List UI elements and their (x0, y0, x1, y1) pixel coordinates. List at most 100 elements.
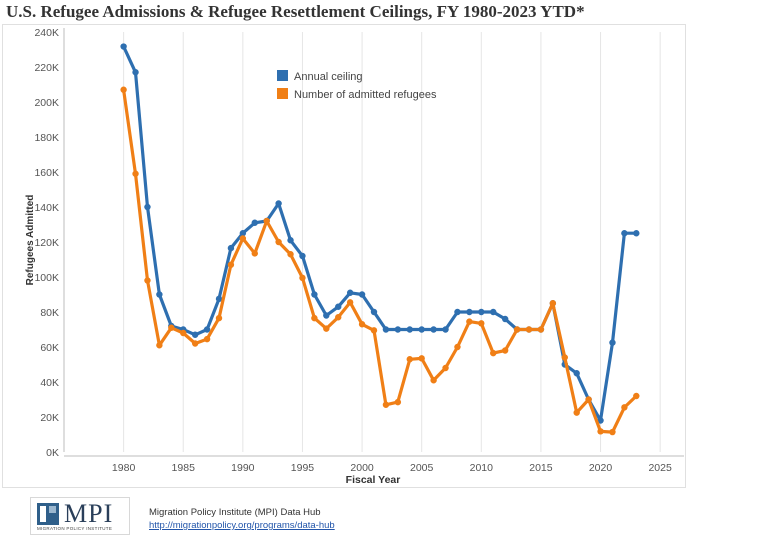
data-point (156, 342, 163, 349)
x-tick-label: 2020 (589, 462, 613, 474)
y-axis-title: Refugees Admitted (25, 195, 36, 286)
data-point (251, 250, 258, 257)
data-point (597, 417, 604, 424)
x-tick-label: 1990 (231, 462, 255, 474)
data-point (132, 170, 139, 177)
y-tick-label: 140K (34, 202, 59, 214)
x-axis-title: Fiscal Year (346, 474, 401, 486)
y-tick-label: 60K (40, 342, 59, 354)
y-tick-label: 20K (40, 412, 59, 424)
data-point (430, 326, 437, 333)
x-tick-label: 2010 (470, 462, 494, 474)
x-tick-label: 2025 (648, 462, 672, 474)
data-point (442, 364, 449, 372)
data-point (215, 295, 223, 303)
data-point (478, 320, 485, 327)
data-point (501, 347, 509, 354)
data-point (180, 329, 187, 337)
data-point (358, 291, 366, 298)
data-point (120, 86, 127, 93)
data-point (466, 308, 473, 316)
data-point (454, 308, 461, 316)
data-point (275, 238, 282, 246)
data-point (633, 392, 640, 400)
mpi-logo: MPI MIGRATION POLICY INSTITUTE (30, 497, 130, 535)
data-point (168, 324, 175, 331)
y-tick-label: 160K (34, 167, 59, 179)
data-point (287, 251, 294, 258)
data-point (191, 340, 199, 347)
data-point (597, 428, 604, 435)
data-point (156, 291, 163, 298)
data-point (573, 409, 580, 416)
data-point (239, 230, 247, 237)
data-point (418, 326, 425, 333)
data-point (120, 43, 127, 50)
y-tick-label: 180K (34, 132, 59, 144)
data-point (358, 321, 366, 328)
footer-source-name: Migration Policy Institute (MPI) Data Hu… (149, 507, 321, 518)
y-tick-label: 240K (34, 27, 59, 39)
data-point (239, 235, 247, 242)
y-tick-label: 220K (34, 62, 59, 74)
y-tick-label: 100K (34, 272, 59, 284)
data-point (311, 291, 318, 298)
data-point (335, 303, 342, 310)
data-point (299, 274, 306, 282)
data-point (311, 314, 318, 322)
data-point (370, 308, 378, 316)
data-point (501, 315, 509, 323)
data-point (621, 230, 628, 237)
data-point (346, 289, 354, 296)
footer-source-link[interactable]: http://migrationpolicy.org/programs/data… (149, 520, 335, 531)
data-point (299, 252, 306, 260)
data-point (573, 370, 580, 377)
data-point (621, 404, 628, 411)
data-point (227, 244, 235, 252)
x-tick-label: 1985 (172, 462, 196, 474)
data-point (263, 217, 270, 225)
data-point (406, 326, 413, 333)
data-point (537, 326, 545, 333)
data-point (478, 308, 485, 316)
y-tick-label: 120K (34, 237, 59, 249)
data-point (323, 312, 330, 319)
data-point (549, 300, 557, 307)
x-tick-label: 1980 (112, 462, 136, 474)
data-point (609, 428, 616, 436)
y-tick-label: 80K (40, 307, 59, 319)
data-point (191, 331, 199, 338)
y-tick-label: 40K (40, 377, 59, 389)
data-point (454, 343, 461, 351)
data-point (144, 277, 151, 284)
legend-label: Annual ceiling (294, 71, 363, 83)
data-point (323, 325, 330, 332)
data-point (251, 219, 258, 226)
x-tick-label: 2015 (529, 462, 553, 474)
data-point (442, 326, 449, 333)
footer-source: Migration Policy Institute (MPI) Data Hu… (149, 506, 335, 532)
data-point (490, 308, 497, 316)
data-point (406, 356, 413, 363)
y-tick-label: 0K (46, 447, 59, 459)
data-point (287, 237, 294, 244)
data-point (585, 396, 592, 403)
data-point (430, 377, 437, 384)
data-point (215, 314, 223, 322)
data-point (490, 349, 497, 357)
data-point (382, 326, 390, 333)
y-tick-label: 200K (34, 97, 59, 109)
x-tick-label: 2000 (350, 462, 374, 474)
series-line-admitted-refugees (121, 88, 638, 434)
legend-swatch (277, 70, 288, 81)
data-point (633, 230, 640, 237)
chart-title: U.S. Refugee Admissions & Refugee Resett… (6, 2, 585, 21)
mpi-logo-text: MPI (64, 499, 114, 528)
data-point (394, 326, 402, 333)
data-point (335, 314, 342, 321)
data-point (609, 339, 616, 346)
data-point (561, 354, 568, 361)
data-point (132, 69, 139, 76)
mpi-logo-mark-icon (37, 503, 59, 525)
